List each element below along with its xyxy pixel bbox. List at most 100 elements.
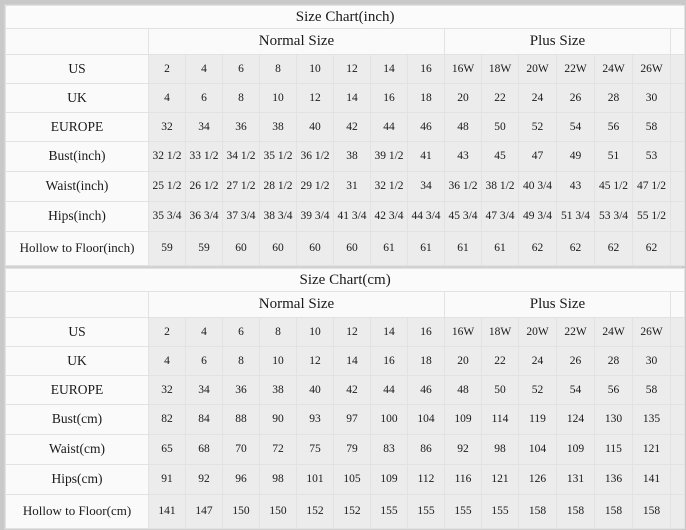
data-cell: 45 1/2 bbox=[594, 171, 633, 202]
data-cell: 152 bbox=[333, 494, 371, 529]
data-cell: 41 bbox=[407, 141, 445, 172]
data-cell: 38 3/4 bbox=[259, 201, 297, 232]
data-cell: 72 bbox=[259, 434, 297, 465]
table-row: UK 4 6 8 10 12 14 16 18 20 22 24 26 28 30 bbox=[5, 83, 686, 113]
data-cell: 119 bbox=[518, 404, 557, 435]
table-row: Bust(inch) 32 1/2 33 1/2 34 1/2 35 1/2 36 1/2… bbox=[5, 141, 686, 172]
data-cell: 41 3/4 bbox=[333, 201, 371, 232]
data-cell: 37 3/4 bbox=[222, 201, 260, 232]
data-cell: 32 1/2 bbox=[148, 141, 186, 172]
data-cell: 24W bbox=[594, 317, 633, 347]
table-row: Bust(cm) 82 84 88 90 93 97 100 104 109 114 119 124 13… bbox=[5, 404, 686, 435]
data-cell: 158 bbox=[594, 494, 633, 529]
data-cell: 36 bbox=[222, 375, 260, 405]
data-cell: 49 bbox=[556, 141, 595, 172]
data-cell: 18W bbox=[481, 54, 519, 84]
data-cell: 62 bbox=[632, 231, 671, 266]
data-cell: 141 bbox=[632, 464, 671, 495]
row-label: US bbox=[5, 317, 149, 347]
data-cell: 25 1/2 bbox=[148, 171, 186, 202]
data-cell: 44 bbox=[370, 112, 408, 142]
row-label: Hollow to Floor(inch) bbox=[5, 231, 149, 266]
data-cell: 92 bbox=[185, 464, 223, 495]
row-label: Waist(cm) bbox=[5, 434, 149, 465]
data-cell: 130 bbox=[594, 404, 633, 435]
data-cell: 34 bbox=[185, 112, 223, 142]
data-cell: 20 bbox=[444, 83, 482, 113]
data-cell: 26 bbox=[556, 346, 595, 376]
data-cell: 155 bbox=[407, 494, 445, 529]
size-chart-inch-block: Size Chart(inch) Normal Size Plus Size US… bbox=[4, 4, 686, 267]
data-cell: 52 bbox=[518, 375, 557, 405]
trailing-blank-cell bbox=[669, 375, 686, 405]
data-cell: 121 bbox=[481, 464, 519, 495]
data-cell: 40 3/4 bbox=[518, 171, 557, 202]
data-cell: 61 bbox=[481, 231, 519, 266]
group-header-corner bbox=[5, 28, 149, 55]
data-cell: 150 bbox=[259, 494, 297, 529]
data-cell: 46 bbox=[407, 375, 445, 405]
row-label: Hips(inch) bbox=[5, 201, 149, 232]
data-cell: 32 bbox=[148, 112, 186, 142]
data-cell: 22 bbox=[481, 346, 519, 376]
data-cell: 14 bbox=[333, 346, 371, 376]
data-cell: 126 bbox=[518, 464, 557, 495]
data-cell: 155 bbox=[370, 494, 408, 529]
data-cell: 36 3/4 bbox=[185, 201, 223, 232]
data-cell: 158 bbox=[518, 494, 557, 529]
data-cell: 10 bbox=[259, 346, 297, 376]
data-cell: 18W bbox=[481, 317, 519, 347]
data-cell: 28 bbox=[594, 346, 633, 376]
data-cell: 53 bbox=[632, 141, 671, 172]
group-header-normal-size: Normal Size bbox=[148, 291, 445, 318]
table-row: Hollow to Floor(inch) 59 59 60 60 60 60 61 61 61 6… bbox=[5, 231, 686, 266]
data-cell: 16 bbox=[407, 317, 445, 347]
data-cell: 48 bbox=[444, 112, 482, 142]
data-cell: 16 bbox=[370, 346, 408, 376]
data-cell: 114 bbox=[481, 404, 519, 435]
row-label: US bbox=[5, 54, 149, 84]
data-cell: 42 3/4 bbox=[370, 201, 408, 232]
data-cell: 30 bbox=[632, 346, 671, 376]
table-row: US 2 4 6 8 10 12 14 16 16W 18W 20W 22W 24W 26W bbox=[5, 54, 686, 84]
data-cell: 112 bbox=[407, 464, 445, 495]
table-row: Hips(inch) 35 3/4 36 3/4 37 3/4 38 3/4 39 3/4… bbox=[5, 201, 686, 232]
size-chart-cm-block: Size Chart(cm) Normal Size Plus Size US 2 4… bbox=[4, 267, 686, 530]
data-cell: 32 bbox=[148, 375, 186, 405]
data-cell: 155 bbox=[481, 494, 519, 529]
data-cell: 58 bbox=[632, 112, 671, 142]
chart-title-row: Size Chart(cm) bbox=[4, 268, 686, 292]
table-row: Hollow to Floor(cm) 141 147 150 150 152 152 155… bbox=[5, 494, 686, 529]
data-cell: 90 bbox=[259, 404, 297, 435]
group-header-trailing-blank bbox=[669, 291, 686, 318]
trailing-blank-cell bbox=[669, 464, 686, 495]
row-label: Waist(inch) bbox=[5, 171, 149, 202]
data-cell: 26 1/2 bbox=[185, 171, 223, 202]
data-cell: 86 bbox=[407, 434, 445, 465]
data-cell: 70 bbox=[222, 434, 260, 465]
trailing-blank-cell bbox=[669, 346, 686, 376]
chart-title-row: Size Chart(inch) bbox=[4, 5, 686, 29]
data-cell: 79 bbox=[333, 434, 371, 465]
data-cell: 109 bbox=[444, 404, 482, 435]
data-cell: 20W bbox=[518, 317, 557, 347]
data-cell: 82 bbox=[148, 404, 186, 435]
data-cell: 38 bbox=[333, 141, 371, 172]
trailing-blank-cell bbox=[669, 494, 686, 529]
data-cell: 6 bbox=[222, 54, 260, 84]
data-cell: 115 bbox=[594, 434, 633, 465]
data-cell: 33 1/2 bbox=[185, 141, 223, 172]
data-cell: 10 bbox=[296, 317, 334, 347]
size-chart-inch-table: Size Chart(inch) Normal Size Plus Size US… bbox=[4, 5, 686, 266]
data-cell: 16 bbox=[407, 54, 445, 84]
trailing-blank-cell bbox=[669, 112, 686, 142]
data-cell: 155 bbox=[444, 494, 482, 529]
data-cell: 36 1/2 bbox=[296, 141, 334, 172]
data-cell: 18 bbox=[407, 83, 445, 113]
data-cell: 36 bbox=[222, 112, 260, 142]
data-cell: 6 bbox=[185, 346, 223, 376]
data-cell: 8 bbox=[222, 346, 260, 376]
data-cell: 29 1/2 bbox=[296, 171, 334, 202]
data-cell: 60 bbox=[222, 231, 260, 266]
data-cell: 4 bbox=[148, 346, 186, 376]
